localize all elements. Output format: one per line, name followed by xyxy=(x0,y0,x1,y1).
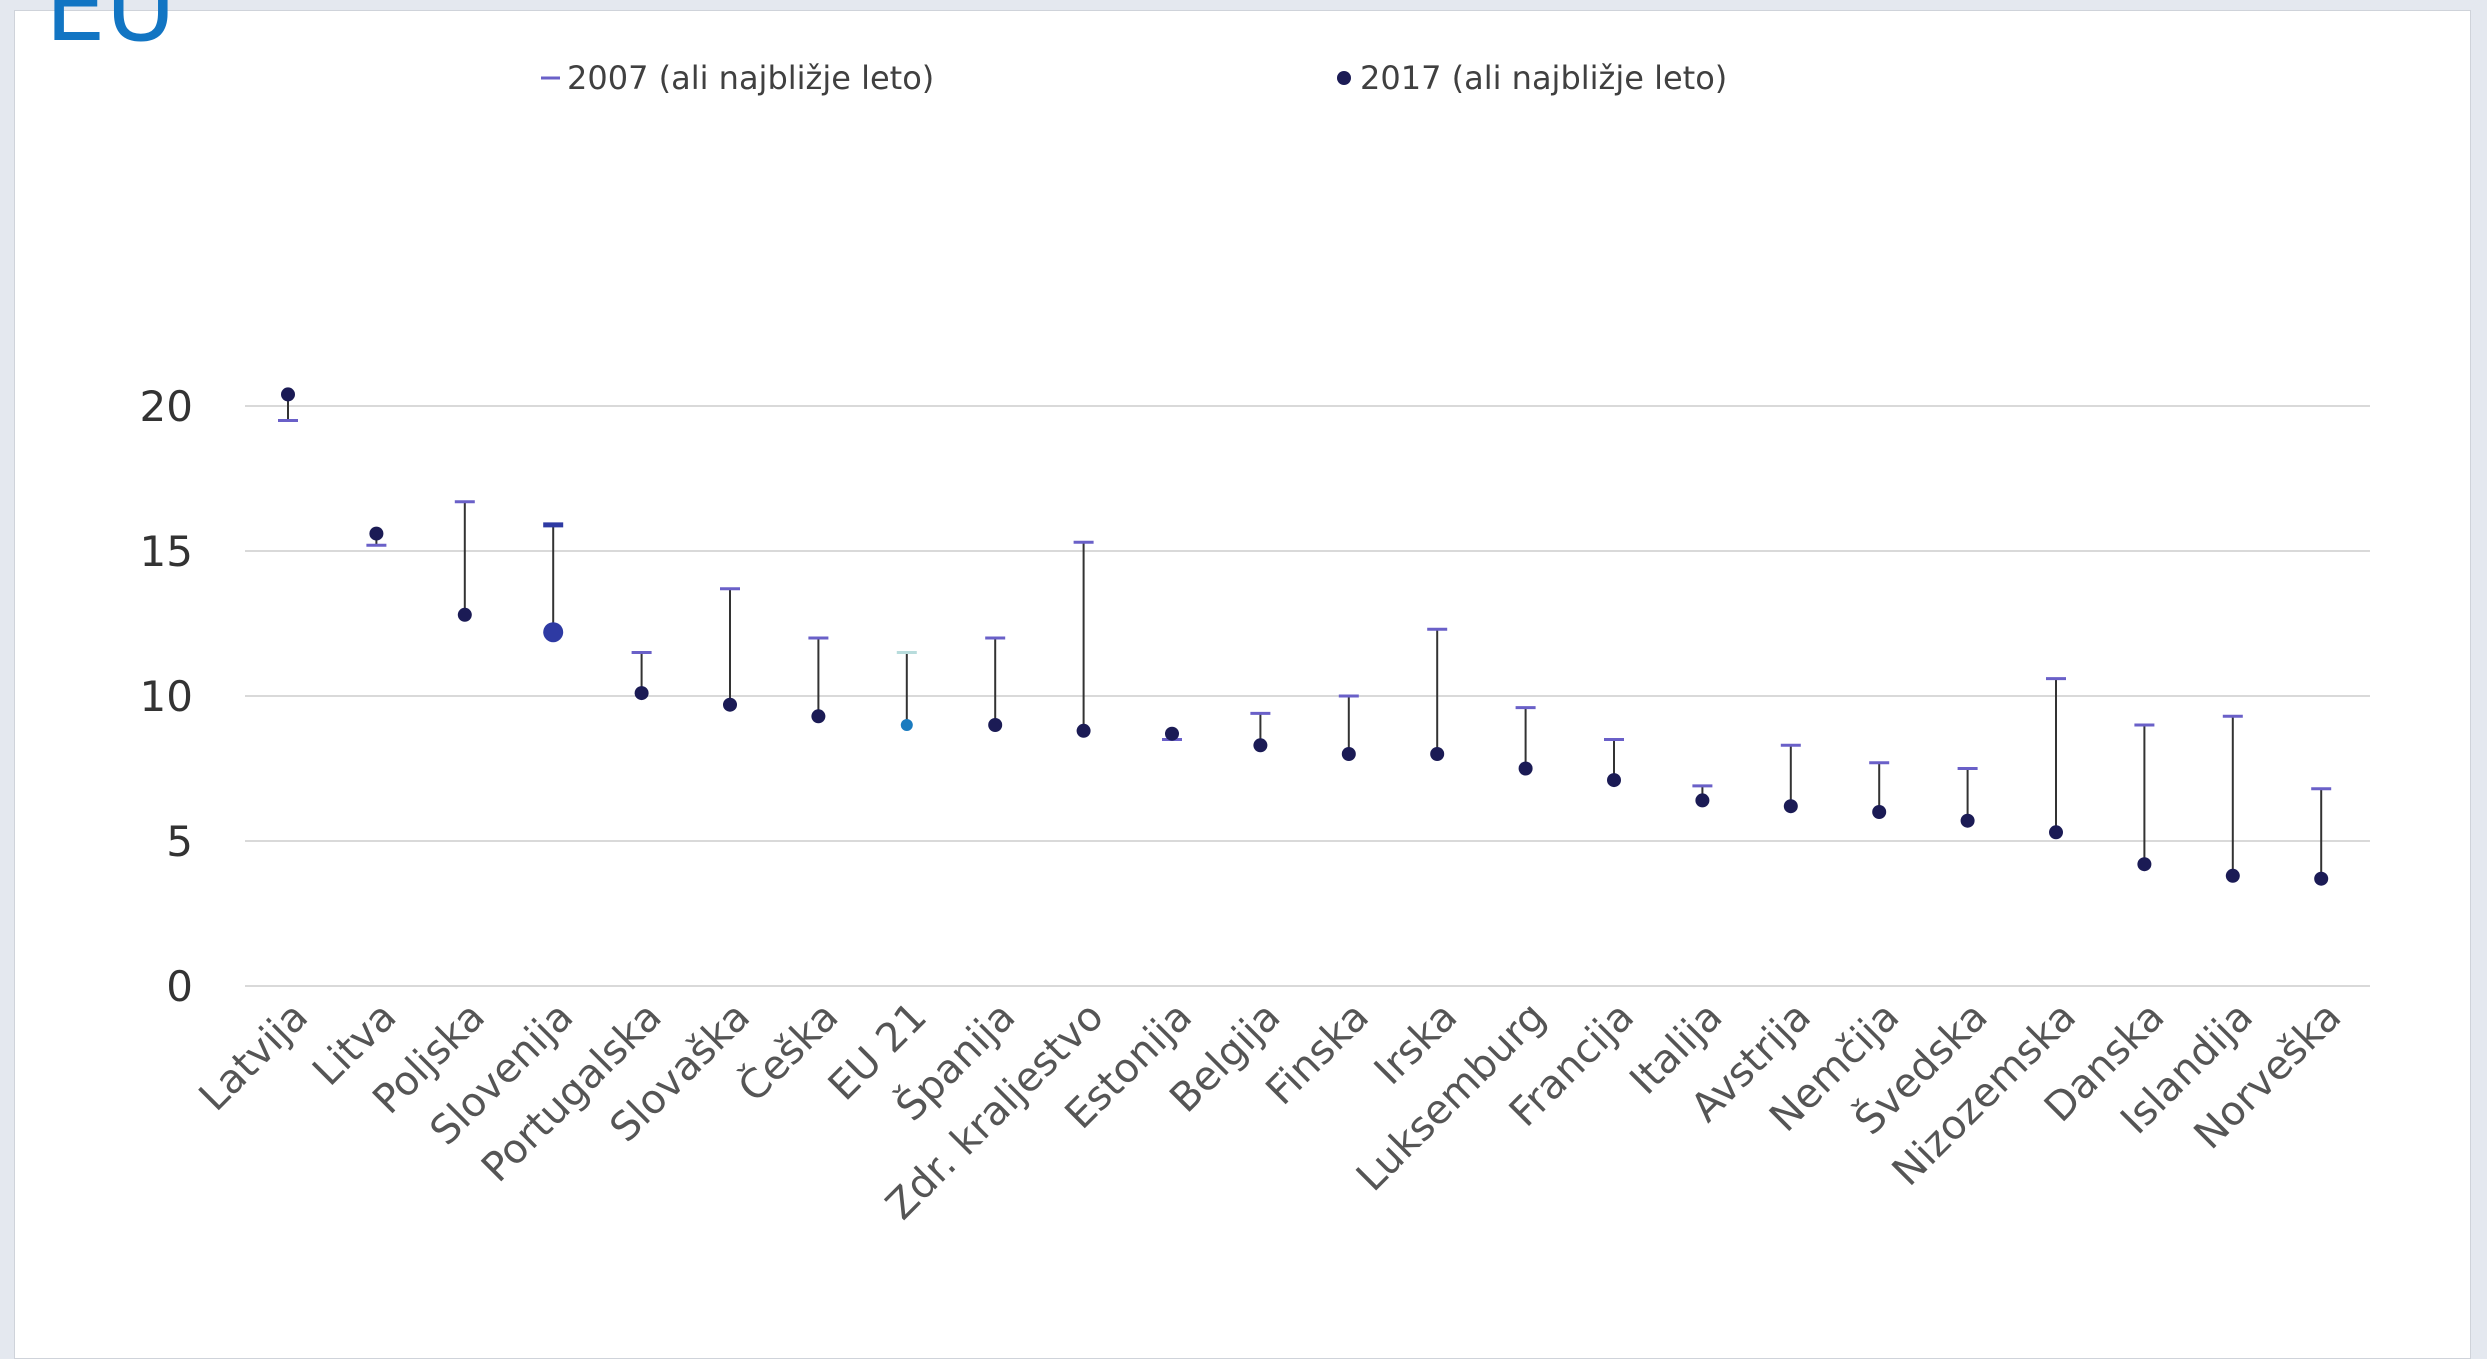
chart-panel: EU 2007 (ali najbližje leto) 2017 (ali n… xyxy=(14,0,2471,1359)
marker-2017 xyxy=(1783,799,1798,814)
marker-2017 xyxy=(1518,761,1533,776)
y-tick-label: 10 xyxy=(140,672,193,721)
marker-2017 xyxy=(988,718,1003,732)
y-tick-label: 0 xyxy=(166,962,193,1011)
x-category-label: Finska xyxy=(1257,994,1377,1114)
marker-2017 xyxy=(811,709,826,724)
legend-label-2017: 2017 (ali najbližje leto) xyxy=(1360,59,1727,97)
marker-2017 xyxy=(1430,747,1445,761)
plot-marks xyxy=(278,387,2332,886)
marker-2017 xyxy=(723,697,737,712)
marker-2017 xyxy=(281,387,295,402)
y-tick-label: 5 xyxy=(166,817,193,866)
marker-2017 xyxy=(1165,726,1179,741)
marker-2017 xyxy=(2137,857,2152,872)
marker-2017 xyxy=(1960,813,1975,828)
marker-2017 xyxy=(1872,805,1887,819)
dot-range-chart: 2007 (ali najbližje leto) 2017 (ali najb… xyxy=(140,59,2370,1229)
legend: 2007 (ali najbližje leto) 2017 (ali najb… xyxy=(541,59,1727,97)
marker-2017 xyxy=(543,622,564,643)
marker-2017 xyxy=(634,686,649,701)
y-tick-label: 15 xyxy=(140,527,193,576)
marker-2017 xyxy=(1253,738,1268,753)
marker-2017 xyxy=(457,607,472,622)
marker-2017 xyxy=(1076,723,1091,738)
y-tick-label: 20 xyxy=(140,382,193,431)
corner-label: EU xyxy=(45,0,176,63)
x-axis: LatvijaLitvaPoljskaSlovenijaPortugalskaS… xyxy=(191,992,2351,1229)
gridlines xyxy=(245,405,2370,987)
marker-2017 xyxy=(1607,773,1621,788)
y-axis: 0 5 10 15 20 xyxy=(140,382,193,1011)
marker-2017 xyxy=(900,719,913,731)
legend-marker-2017 xyxy=(1337,71,1351,85)
marker-2017 xyxy=(2314,871,2329,886)
x-category-label: Latvija xyxy=(191,994,317,1120)
x-category-label: Češka xyxy=(728,992,847,1111)
marker-2017 xyxy=(369,526,384,541)
marker-2017 xyxy=(1341,747,1356,761)
marker-2017 xyxy=(2225,868,2240,883)
marker-2017 xyxy=(1695,793,1710,808)
marker-2017 xyxy=(2049,825,2063,840)
legend-label-2007: 2007 (ali najbližje leto) xyxy=(567,59,934,97)
